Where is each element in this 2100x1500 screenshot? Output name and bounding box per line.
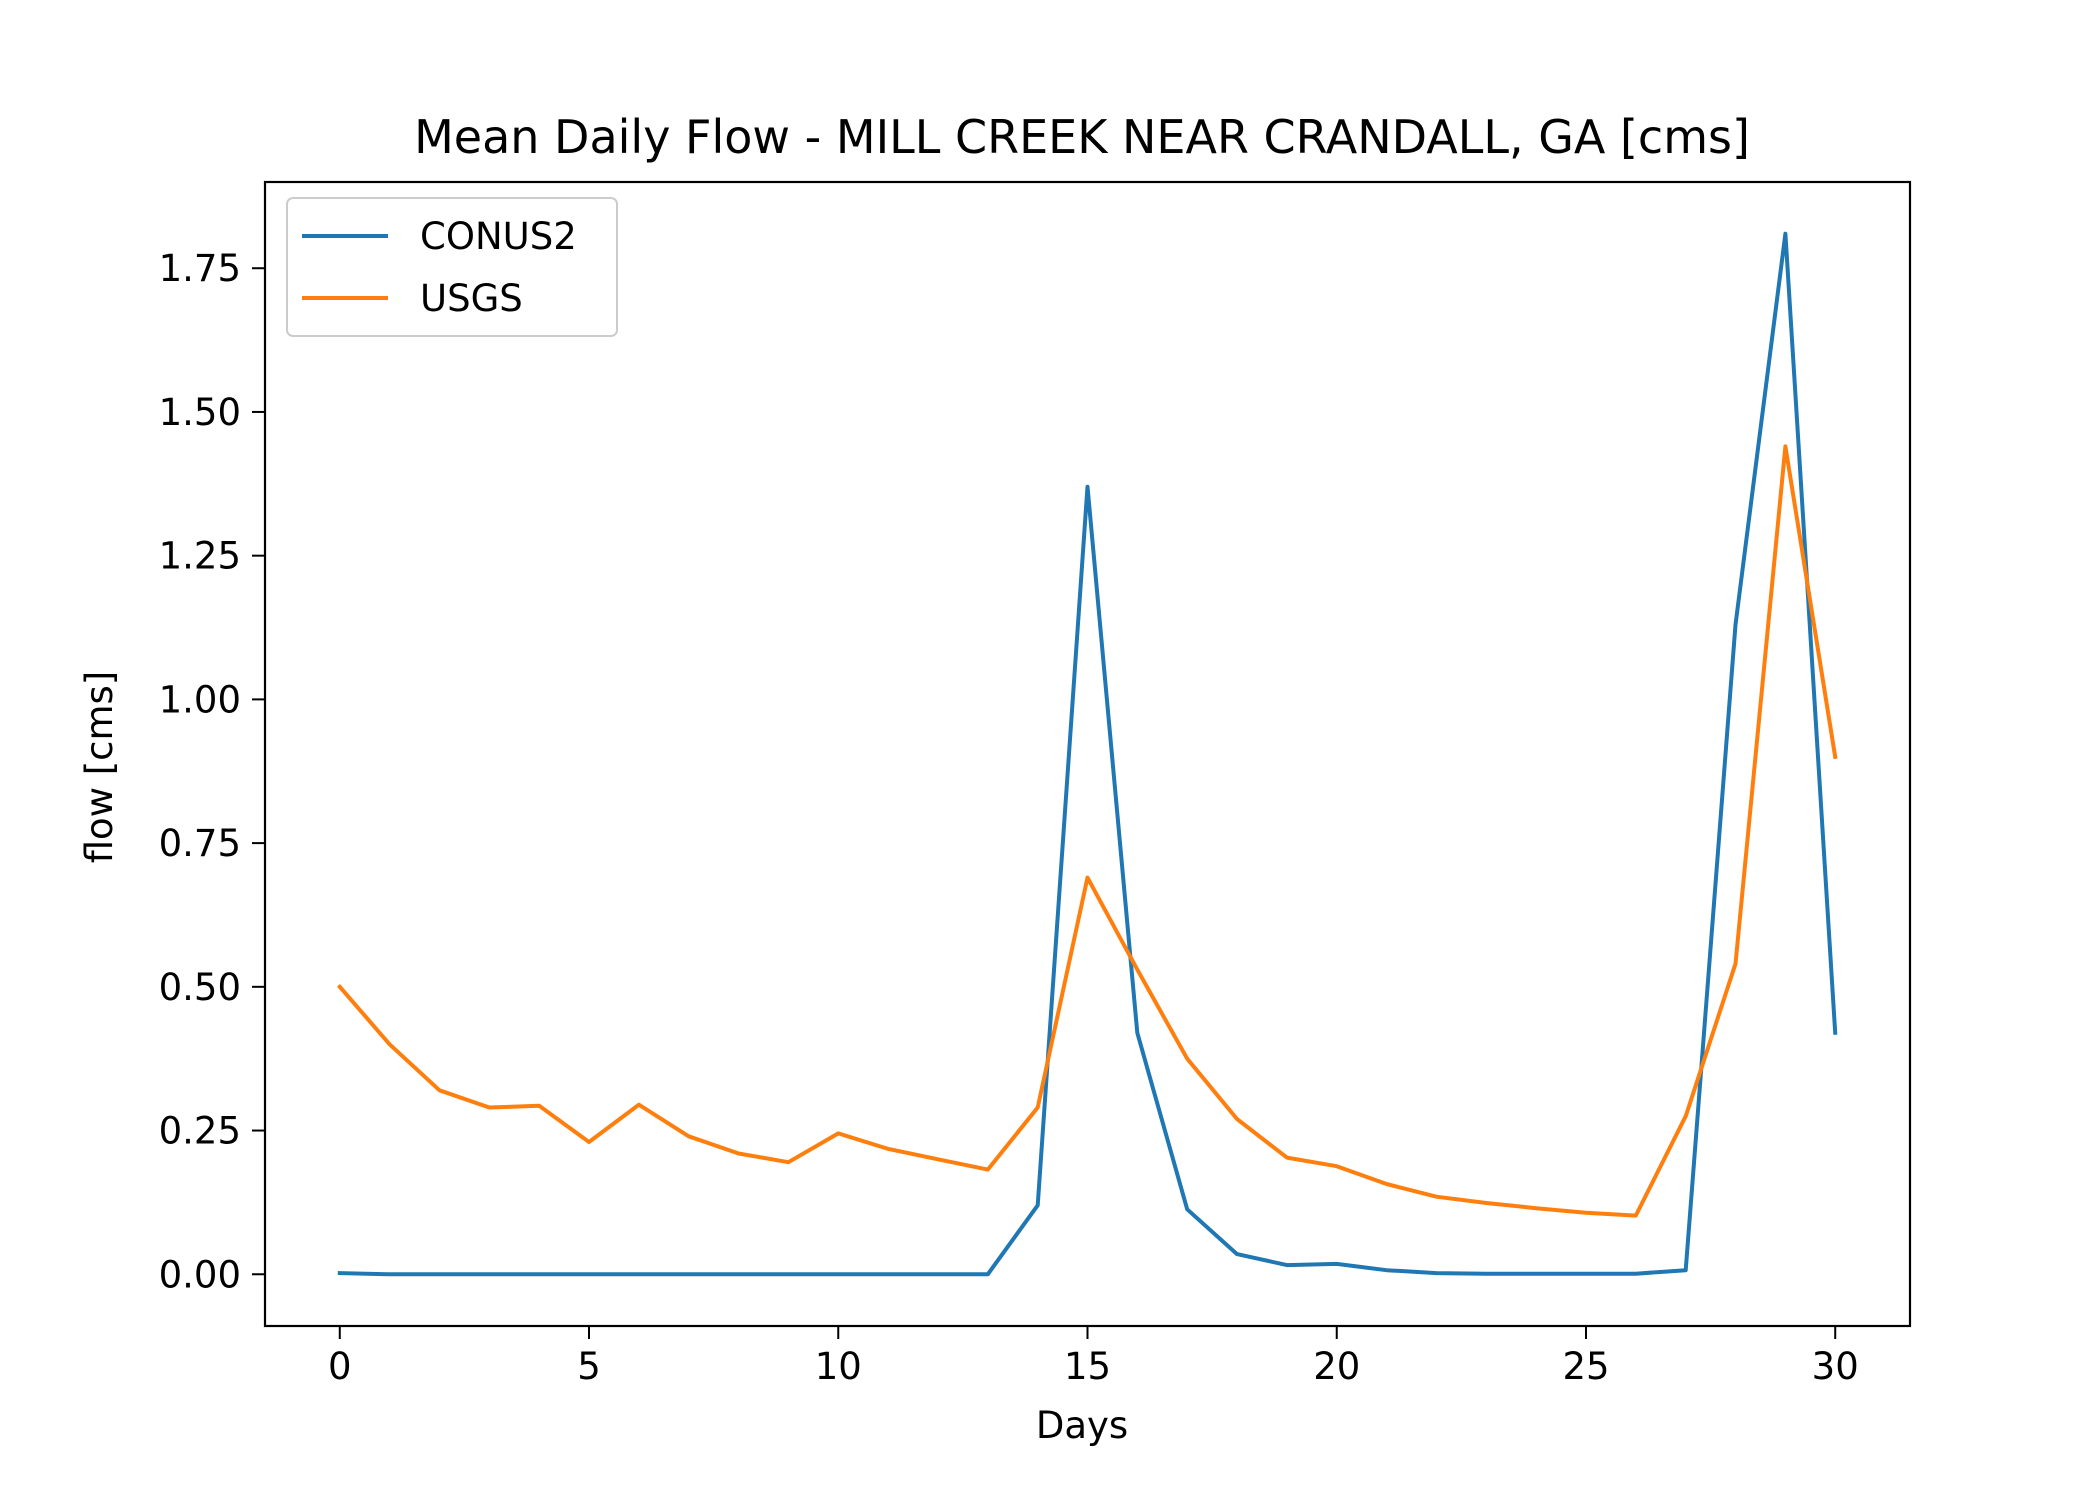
x-tick-label: 15 xyxy=(1064,1345,1111,1388)
y-axis-label: flow [cms] xyxy=(78,671,121,864)
y-tick-label: 1.00 xyxy=(159,678,241,721)
x-tick-label: 0 xyxy=(328,1345,352,1388)
x-tick-label: 25 xyxy=(1562,1345,1609,1388)
y-tick-label: 0.00 xyxy=(159,1253,241,1296)
x-tick-label: 5 xyxy=(577,1345,601,1388)
y-tick-label: 0.25 xyxy=(159,1110,241,1153)
x-tick-label: 10 xyxy=(815,1345,862,1388)
plot-area: 0 5 10 15 20 25 30 0.00 0.25 0.50 0.75 1.00 1.25 1.50… xyxy=(159,180,1912,1388)
chart-title: Mean Daily Flow - MILL CREEK NEAR CRANDA… xyxy=(414,110,1750,164)
y-tick-label: 1.25 xyxy=(159,535,241,578)
y-tick-label: 0.50 xyxy=(159,966,241,1009)
y-tick-label: 1.50 xyxy=(159,391,241,434)
x-axis-label: Days xyxy=(1036,1404,1128,1447)
x-tick-label: 30 xyxy=(1812,1345,1859,1388)
legend: CONUS2 USGS xyxy=(286,197,618,337)
series-line-conus2 xyxy=(337,231,1838,1277)
y-tick-label: 1.75 xyxy=(159,247,241,290)
legend-box xyxy=(286,197,618,337)
y-tick-label: 0.75 xyxy=(159,822,241,865)
series-line-usgs xyxy=(336,444,1838,1218)
legend-label-conus2: CONUS2 xyxy=(420,215,577,258)
x-tick-label: 20 xyxy=(1313,1345,1360,1388)
legend-label-usgs: USGS xyxy=(420,277,523,320)
